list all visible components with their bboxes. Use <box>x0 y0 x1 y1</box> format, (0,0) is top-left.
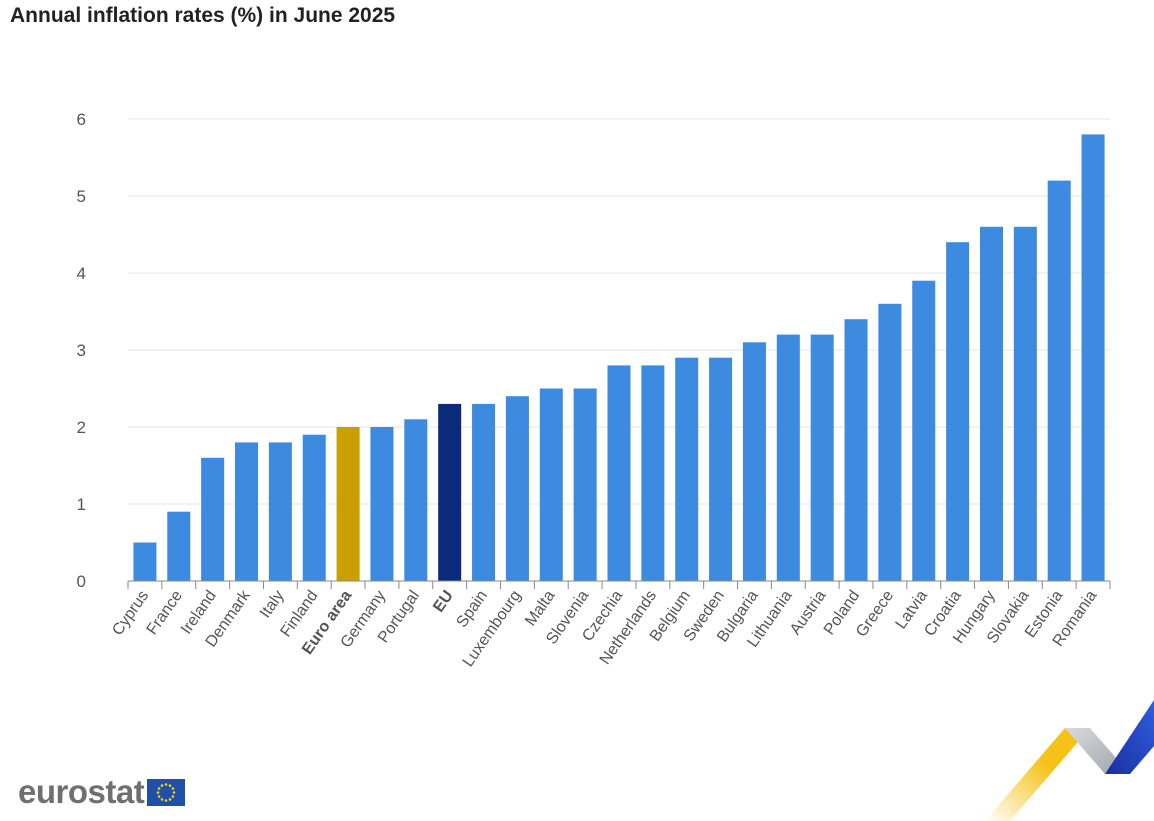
bar-hungary[interactable] <box>979 226 1003 582</box>
bar-austria[interactable] <box>810 334 834 581</box>
bar-croatia[interactable] <box>946 242 970 581</box>
bar-france[interactable] <box>167 511 191 581</box>
y-tick-label: 4 <box>77 264 86 283</box>
bar-finland[interactable] <box>302 434 326 581</box>
x-tick-label: Italy <box>257 588 288 622</box>
bar-germany[interactable] <box>370 427 394 581</box>
flag-star <box>157 786 161 790</box>
flag-star <box>171 794 175 798</box>
bar-slovenia[interactable] <box>573 388 597 582</box>
chart-title: Annual inflation rates (%) in June 2025 <box>10 4 396 27</box>
flag-star <box>168 783 172 787</box>
y-tick-label: 1 <box>77 495 86 514</box>
y-tick-label: 2 <box>77 418 86 437</box>
y-tick-label: 0 <box>77 572 86 591</box>
bar-italy[interactable] <box>268 442 292 581</box>
bar-eu[interactable] <box>438 403 462 581</box>
bar-luxembourg[interactable] <box>505 396 529 581</box>
bar-greece[interactable] <box>878 303 902 581</box>
flag-star <box>164 782 168 786</box>
bar-estonia[interactable] <box>1047 180 1071 581</box>
bar-netherlands[interactable] <box>641 365 665 581</box>
bar-poland[interactable] <box>844 319 868 581</box>
bar-czechia[interactable] <box>607 365 631 581</box>
bar-denmark[interactable] <box>235 442 259 581</box>
flag-star <box>164 798 168 802</box>
bar-euro-area[interactable] <box>336 427 360 581</box>
flag-star <box>160 797 164 801</box>
x-tick-label: France <box>144 587 187 638</box>
eu-flag-icon <box>147 778 186 806</box>
bar-belgium[interactable] <box>675 357 699 581</box>
bar-malta[interactable] <box>539 388 563 582</box>
axis-layer <box>127 580 1111 589</box>
y-tick-label: 5 <box>77 187 86 206</box>
eurostat-logo: eurostat <box>18 773 186 811</box>
bar-latvia[interactable] <box>912 280 936 581</box>
flag-star <box>168 797 172 801</box>
x-tick-label: Cyprus <box>109 588 152 639</box>
bars-layer <box>133 134 1105 582</box>
flag-star <box>157 794 161 798</box>
x-tick-label: EU <box>430 588 457 616</box>
bar-slovakia[interactable] <box>1013 226 1037 582</box>
logo-text: eurostat <box>18 773 145 810</box>
flag-star <box>172 790 176 794</box>
bar-cyprus[interactable] <box>133 542 157 582</box>
y-tick-label: 6 <box>77 110 86 129</box>
bar-bulgaria[interactable] <box>742 342 766 581</box>
bar-spain[interactable] <box>472 403 496 581</box>
bar-portugal[interactable] <box>404 419 428 581</box>
flag-star <box>171 786 175 790</box>
y-tick-label: 3 <box>77 341 86 360</box>
flag-star <box>156 790 160 794</box>
flag-star <box>160 783 164 787</box>
bar-romania[interactable] <box>1081 134 1105 581</box>
bar-ireland[interactable] <box>201 457 225 581</box>
decorative-chevron-icon <box>985 700 1154 821</box>
bar-sweden[interactable] <box>709 357 733 581</box>
bar-lithuania[interactable] <box>776 334 800 581</box>
